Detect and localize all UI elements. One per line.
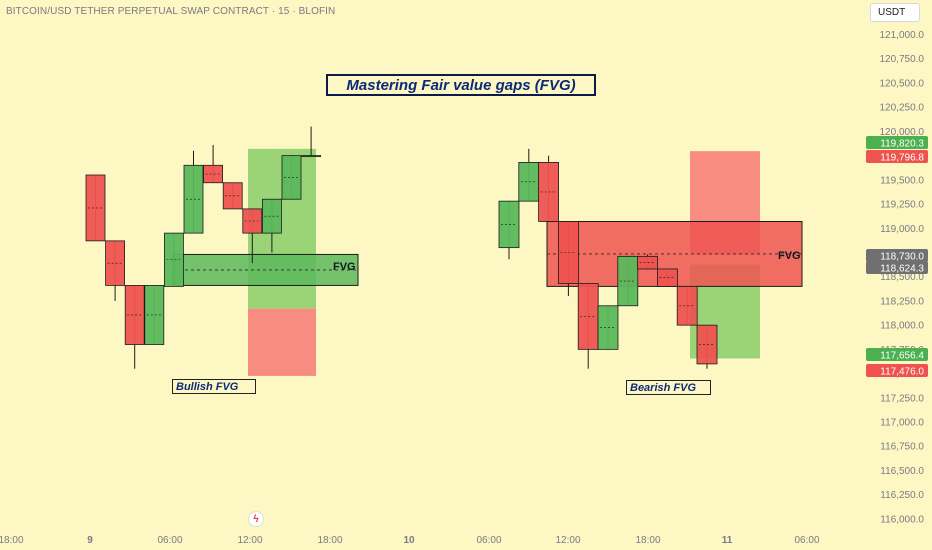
flash-icon[interactable]: ϟ <box>248 511 264 527</box>
candle-body-down <box>203 164 224 184</box>
price-tick-label: 118,000.0 <box>880 321 924 332</box>
candle-body-up <box>261 198 282 234</box>
fvg-labels-layer: FVG FVG <box>333 250 801 273</box>
price-tag-label: 117,476.0 <box>880 367 924 378</box>
price-tag-bg <box>866 364 928 377</box>
candles-layer <box>85 126 718 369</box>
candle-body-down <box>105 240 125 286</box>
fvg-label-bearish: FVG <box>778 250 801 262</box>
candle-body-up <box>301 155 322 158</box>
price-tag-bg <box>866 261 928 274</box>
price-tick-label: 118,500.0 <box>880 272 924 283</box>
price-tick-label: 119,000.0 <box>880 224 924 235</box>
candle-body-down <box>242 208 263 234</box>
price-tick-label: 120,500.0 <box>880 78 925 89</box>
time-tick-label: 10 <box>403 535 415 546</box>
price-tick-label: 116,500.0 <box>880 466 924 477</box>
price-tag-bg <box>866 136 928 149</box>
price-tag-label: 118,730.0 <box>880 252 924 263</box>
candle-body-up <box>281 155 302 200</box>
time-tick-label: 18:00 <box>317 535 342 546</box>
candle-body-up <box>144 285 165 345</box>
time-tick-label: 18:00 <box>635 535 660 546</box>
chart-annotation-title: Mastering Fair value gaps (FVG) <box>326 74 596 96</box>
price-tick-label: 117,000.0 <box>880 418 924 429</box>
bearish-fvg-label: Bearish FVG <box>626 380 711 395</box>
bullish-fvg-label: Bullish FVG <box>172 379 256 394</box>
fvg-zone-bullish-example-move-down <box>248 308 316 376</box>
price-tick-label: 116,000.0 <box>880 514 924 525</box>
price-tick-label: 120,250.0 <box>880 103 925 114</box>
time-tick-label: 12:00 <box>555 535 580 546</box>
price-tick-label: 116,750.0 <box>880 442 924 453</box>
candle-body-up <box>183 164 204 234</box>
currency-button[interactable]: USDT <box>870 3 920 22</box>
time-tick-label: 06:00 <box>157 535 182 546</box>
time-tick-label: 18:00 <box>0 535 24 546</box>
price-tick-label: 120,750.0 <box>880 54 925 65</box>
price-tick-label: 120,000.0 <box>880 127 925 138</box>
price-tick-label: 121,000.0 <box>880 30 925 41</box>
price-tag-label: 118,624.3 <box>880 264 924 275</box>
price-axis[interactable]: 121,000.0 120,750.0 120,500.0 120,250.0 120,… <box>880 30 925 525</box>
time-tick-label: 06:00 <box>476 535 501 546</box>
price-tag-bg <box>866 249 928 262</box>
price-tag-label: 119,796.8 <box>880 153 924 164</box>
symbol-header: BITCOIN/USD TETHER PERPETUAL SWAP CONTRA… <box>6 6 336 17</box>
fvg-zones-layer <box>172 148 803 376</box>
time-tick-label: 06:00 <box>794 535 819 546</box>
price-tick-label: 116,250.0 <box>880 490 924 501</box>
price-tag-label: 119,820.3 <box>880 139 924 150</box>
price-tag-bg <box>866 348 928 361</box>
candle-body-down <box>222 182 243 210</box>
candle-body-down <box>85 174 106 242</box>
fvg-label-bullish: FVG <box>333 261 356 273</box>
price-tag-label: 117,656.4 <box>880 351 924 362</box>
price-tick-label: 119,250.0 <box>880 200 924 211</box>
time-tick-label: 9 <box>87 535 93 546</box>
candle-body-up <box>163 232 184 287</box>
price-tick-label: 117,250.0 <box>880 393 924 404</box>
time-tick-label: 12:00 <box>237 535 262 546</box>
price-tick-label: 118,250.0 <box>880 296 924 307</box>
price-tick-label: 119,500.0 <box>880 175 924 186</box>
price-tag-bg <box>866 150 928 163</box>
time-tick-label: 11 <box>722 535 733 546</box>
candle-body-down <box>124 285 145 345</box>
time-axis[interactable]: 18:00 9 06:00 12:00 18:00 10 06:00 12:00 18:00 11… <box>0 535 820 546</box>
